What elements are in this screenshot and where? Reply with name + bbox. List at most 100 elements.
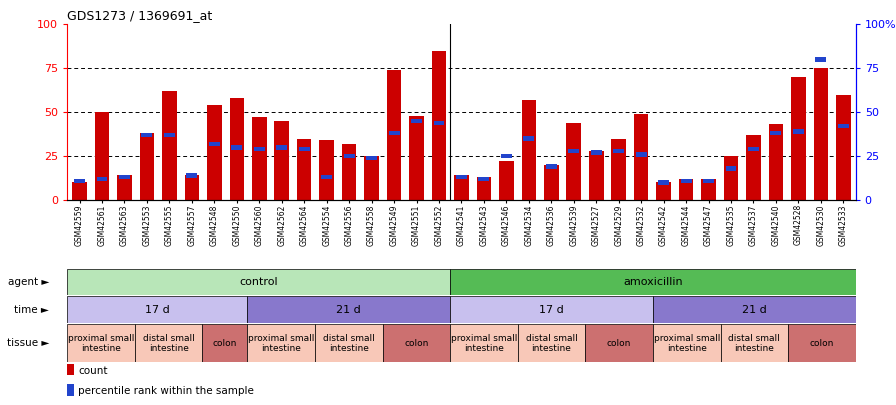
Bar — [387, 70, 401, 200]
Bar — [585, 324, 653, 362]
Bar — [703, 179, 714, 183]
Bar — [341, 144, 357, 200]
Bar — [202, 324, 247, 362]
Text: amoxicillin: amoxicillin — [623, 277, 683, 287]
Text: proximal small
intestine: proximal small intestine — [68, 334, 134, 353]
Text: distal small
intestine: distal small intestine — [526, 334, 577, 353]
Bar — [74, 179, 85, 183]
Bar — [209, 142, 220, 146]
Bar — [117, 175, 132, 200]
Bar — [67, 269, 450, 295]
Bar — [229, 98, 244, 200]
Bar — [185, 175, 199, 200]
Bar — [501, 154, 512, 158]
Bar — [590, 150, 602, 155]
Bar — [450, 269, 856, 295]
Bar — [653, 324, 720, 362]
Bar — [254, 147, 264, 151]
Bar — [319, 140, 334, 200]
Bar — [231, 145, 242, 149]
Bar — [134, 324, 202, 362]
Text: distal small
intestine: distal small intestine — [323, 334, 375, 353]
Bar — [162, 91, 177, 200]
Bar — [119, 175, 130, 179]
Bar — [297, 139, 312, 200]
Bar — [450, 324, 518, 362]
Bar — [521, 100, 536, 200]
Text: 17 d: 17 d — [539, 305, 564, 315]
Bar — [366, 156, 377, 160]
Text: colon: colon — [404, 339, 428, 348]
Text: proximal small
intestine: proximal small intestine — [451, 334, 517, 353]
Text: colon: colon — [212, 339, 237, 348]
Bar — [383, 324, 450, 362]
Bar — [748, 147, 759, 151]
Bar — [67, 364, 74, 375]
Bar — [633, 114, 649, 200]
Bar — [186, 173, 197, 178]
Bar — [546, 164, 556, 169]
Bar — [769, 124, 783, 200]
Bar — [409, 116, 424, 200]
Bar — [611, 139, 626, 200]
Text: percentile rank within the sample: percentile rank within the sample — [79, 386, 254, 396]
Bar — [450, 296, 653, 323]
Text: control: control — [239, 277, 278, 287]
Bar — [67, 296, 247, 323]
Bar — [298, 147, 310, 151]
Bar — [252, 117, 267, 200]
Bar — [613, 149, 625, 153]
Bar — [544, 165, 558, 200]
Text: 21 d: 21 d — [742, 305, 767, 315]
Bar — [315, 324, 383, 362]
Text: distal small
intestine: distal small intestine — [728, 334, 780, 353]
Bar — [791, 77, 806, 200]
Bar — [434, 121, 444, 125]
Bar — [653, 296, 856, 323]
Bar — [365, 156, 379, 200]
Bar — [274, 121, 289, 200]
Bar — [771, 131, 781, 136]
Bar — [432, 51, 446, 200]
Text: GDS1273 / 1369691_at: GDS1273 / 1369691_at — [67, 9, 212, 22]
Bar — [726, 166, 737, 171]
Bar — [97, 177, 108, 181]
Bar — [681, 179, 692, 183]
Text: colon: colon — [810, 339, 834, 348]
Bar — [67, 384, 74, 396]
Bar — [276, 145, 288, 149]
Text: proximal small
intestine: proximal small intestine — [248, 334, 314, 353]
Bar — [95, 112, 109, 200]
Text: 21 d: 21 d — [336, 305, 361, 315]
Bar — [67, 324, 134, 362]
Bar — [389, 131, 400, 136]
Bar — [518, 324, 585, 362]
Bar — [656, 183, 671, 200]
Bar — [724, 156, 738, 200]
Bar — [456, 175, 467, 179]
Bar — [814, 68, 828, 200]
Bar — [566, 123, 582, 200]
Bar — [815, 57, 826, 62]
Bar — [702, 179, 716, 200]
Bar — [659, 180, 669, 185]
Bar — [140, 133, 154, 200]
Bar — [477, 177, 491, 200]
Bar — [720, 324, 788, 362]
Bar — [142, 133, 152, 137]
Bar — [635, 152, 647, 157]
Bar — [793, 129, 804, 134]
Bar — [679, 179, 694, 200]
Text: colon: colon — [607, 339, 632, 348]
Text: time ►: time ► — [14, 305, 49, 315]
Bar — [73, 183, 87, 200]
Text: count: count — [79, 366, 108, 375]
Bar — [478, 177, 489, 181]
Bar — [499, 162, 513, 200]
Text: agent ►: agent ► — [8, 277, 49, 287]
Text: distal small
intestine: distal small intestine — [142, 334, 194, 353]
Bar — [454, 175, 469, 200]
Bar — [344, 154, 355, 158]
Bar — [568, 149, 579, 153]
Bar — [247, 296, 450, 323]
